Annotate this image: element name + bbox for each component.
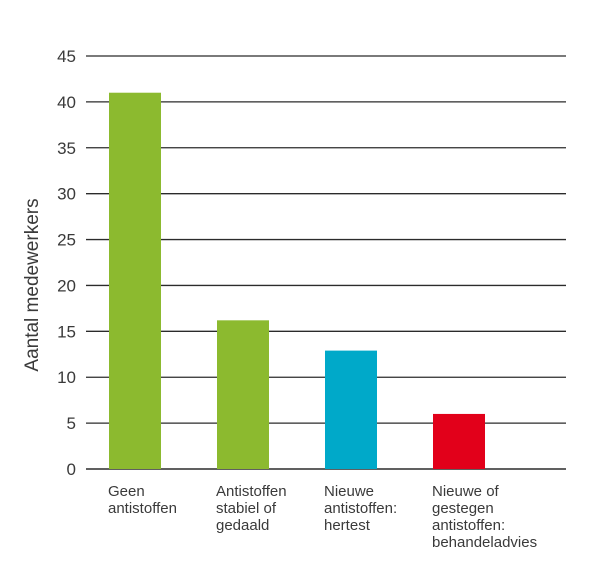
x-tick-label-line: hertest <box>324 517 371 534</box>
x-tick-label-line: behandeladvies <box>432 534 537 551</box>
y-tick-label: 40 <box>57 93 76 112</box>
bar-4 <box>433 413 485 469</box>
y-tick-label: 45 <box>57 47 76 66</box>
bar-3 <box>325 350 377 469</box>
y-tick-label: 5 <box>67 414 76 433</box>
y-tick-label: 0 <box>67 460 76 479</box>
bar-1 <box>109 92 161 469</box>
x-tick-label-2: Antistoffen stabiel of gedaald <box>216 483 287 534</box>
x-tick-label-line: gestegen <box>432 500 494 517</box>
x-tick-label-line: antistoffen <box>108 500 177 517</box>
x-tick-label-line: antistoffen: <box>432 517 505 534</box>
y-tick-label: 10 <box>57 368 76 387</box>
bars <box>109 92 485 469</box>
y-tick-label: 30 <box>57 185 76 204</box>
y-tick-label: 20 <box>57 276 76 295</box>
y-tick-label: 25 <box>57 231 76 250</box>
x-tick-label-line: Nieuwe of <box>432 483 500 500</box>
x-tick-label-line: stabiel of <box>216 500 277 517</box>
y-axis-label: Aantal medewerkers <box>22 198 43 371</box>
bar-2 <box>217 320 269 469</box>
y-tick-label: 15 <box>57 322 76 341</box>
x-tick-label-line: Antistoffen <box>216 483 287 500</box>
x-tick-label-1: Geen antistoffen <box>108 483 177 517</box>
x-tick-labels: Geen antistoffen Antistoffen stabiel of geda… <box>108 483 537 551</box>
x-tick-label-line: antistoffen: <box>324 500 397 517</box>
x-tick-label-line: Geen <box>108 483 145 500</box>
x-tick-label-line: Nieuwe <box>324 483 374 500</box>
y-tick-label: 35 <box>57 139 76 158</box>
gridlines <box>86 55 566 470</box>
x-tick-label-line: gedaald <box>216 517 269 534</box>
y-tick-labels: 0 5 10 15 20 25 30 35 40 45 <box>57 47 76 479</box>
x-tick-label-4: Nieuwe of gestegen antistoffen: behandeladv… <box>432 483 537 551</box>
x-tick-label-3: Nieuwe antistoffen: hertest <box>324 483 397 534</box>
